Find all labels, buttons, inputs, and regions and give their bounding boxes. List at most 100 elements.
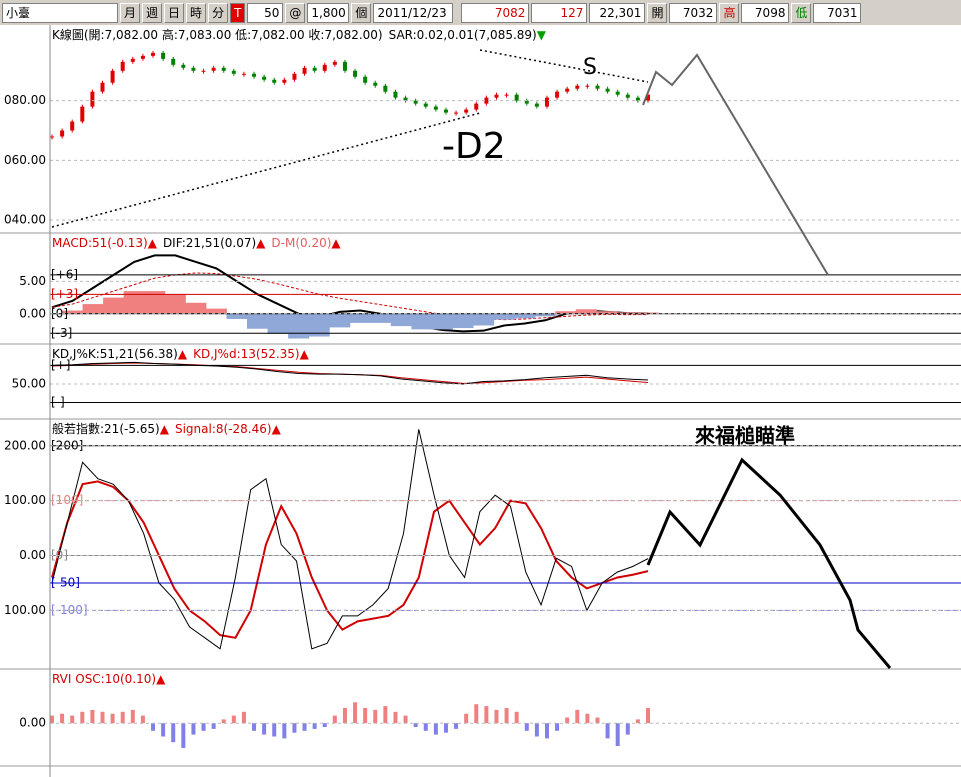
histogram-bar — [383, 706, 388, 724]
histogram-bar — [329, 313, 351, 328]
annotation: -D2 — [442, 126, 506, 167]
arrow-icon: ▲ — [256, 236, 266, 250]
y-tick-label: 100.00 — [4, 493, 46, 507]
histogram-bar — [555, 311, 577, 314]
period[interactable]: 分 — [208, 2, 229, 23]
histogram-bar — [82, 304, 104, 314]
trend-line — [479, 49, 649, 83]
histogram-bar — [201, 723, 206, 731]
histogram-bar — [282, 723, 287, 739]
histogram-bar — [431, 313, 454, 330]
arrow-icon: ▲ — [160, 422, 170, 436]
histogram-bar — [151, 723, 156, 731]
histogram-bar — [123, 291, 145, 314]
histogram-bar — [514, 313, 536, 319]
title-part: D-M(0.20) — [271, 236, 331, 250]
histogram-bar — [211, 723, 216, 729]
title-part: DIF:21,51(0.07) — [163, 236, 256, 250]
histogram-bar — [312, 723, 317, 729]
histogram-bar — [332, 715, 337, 724]
series-line — [51, 254, 649, 333]
series-line — [51, 362, 649, 384]
histogram-bar — [60, 713, 65, 724]
series-line — [51, 272, 648, 321]
histogram-bar — [205, 308, 227, 314]
date[interactable]: 2011/12/23 — [373, 2, 454, 23]
histogram-bar — [231, 715, 236, 724]
histogram-bar — [322, 723, 327, 727]
y-tick-label: 200.00 — [4, 438, 46, 452]
y-tick-label: 100.00 — [4, 603, 46, 617]
count[interactable]: 50 — [247, 2, 284, 23]
mode[interactable]: T — [230, 2, 246, 23]
histogram-bar — [534, 723, 539, 737]
arrow-icon: ▼ — [537, 28, 547, 42]
histogram-bar — [120, 711, 125, 724]
series-line — [51, 361, 649, 385]
bars[interactable]: 1,800 — [307, 2, 350, 23]
hand-drawn-line — [642, 53, 829, 276]
histogram-bar — [575, 309, 597, 314]
histogram-bar — [595, 717, 600, 724]
histogram-bar — [390, 313, 412, 327]
histogram-bar — [363, 708, 368, 724]
change: 127 — [531, 2, 588, 23]
histogram-bar — [144, 291, 166, 314]
histogram-bar — [161, 723, 166, 737]
histogram-bar — [474, 704, 479, 724]
panel-title: MACD:51(-0.13)▲ DIF:21,51(0.07)▲ D-M(0.20)… — [52, 236, 341, 250]
histogram-bar — [504, 708, 509, 724]
histogram-bar — [524, 723, 529, 731]
hand-drawn-line — [646, 457, 892, 669]
histogram-bar — [585, 713, 590, 724]
histogram-bar — [464, 713, 469, 724]
histogram-bar — [423, 723, 428, 731]
histogram-bar — [267, 313, 289, 334]
histogram-bar — [103, 297, 125, 314]
histogram-bar — [349, 313, 371, 323]
period[interactable]: 月 — [120, 2, 141, 23]
histogram-bar — [616, 312, 638, 314]
period[interactable]: 日 — [164, 2, 185, 23]
histogram-bar — [226, 313, 248, 319]
histogram-bar — [544, 723, 549, 739]
period[interactable]: 時 — [186, 2, 207, 23]
histogram-bar — [50, 715, 54, 724]
histogram-bar — [555, 723, 560, 731]
histogram-bar — [80, 711, 85, 724]
histogram-bar — [575, 709, 580, 724]
series-line — [51, 480, 649, 639]
annotation: 來福槌瞄準 — [695, 424, 795, 448]
histogram-bar — [272, 723, 277, 737]
histogram-bar — [100, 711, 105, 724]
arrow-icon: ▲ — [331, 236, 341, 250]
low-label: 低 — [791, 2, 812, 23]
arrow-icon: ▲ — [156, 672, 166, 686]
y-tick-label: 0.00 — [19, 548, 46, 562]
histogram-bar — [181, 723, 186, 748]
histogram-bar — [413, 723, 418, 727]
arrow-icon: ▲ — [272, 422, 282, 436]
volume: 22,301 — [589, 2, 646, 23]
histogram-bar — [494, 709, 499, 724]
histogram-bar — [302, 723, 307, 731]
panel-title: RVI OSC:10(0.10)▲ — [52, 672, 166, 686]
title-part: MACD:51(-0.13) — [52, 236, 148, 250]
histogram-bar — [164, 294, 186, 314]
y-tick-label: 5.00 — [19, 274, 46, 288]
panel-title: KD,J%K:51,21(56.38)▲ KD,J%d:13(52.35)▲ — [52, 347, 310, 361]
arrow-icon: ▲ — [148, 236, 158, 250]
period[interactable]: 週 — [142, 2, 163, 23]
y-tick-label: 060.00 — [4, 153, 46, 167]
high: 7098 — [741, 2, 790, 23]
at: @ — [285, 2, 306, 23]
annotation: S — [583, 55, 597, 80]
histogram-bar — [493, 313, 515, 320]
title-part: KD,J%K:51,21(56.38) — [52, 347, 178, 361]
histogram-bar — [373, 709, 378, 724]
title-part: 般若指數:21(-5.65) — [52, 421, 160, 436]
symbol-box[interactable]: 小臺 — [2, 2, 118, 23]
histogram-bar — [252, 723, 257, 731]
